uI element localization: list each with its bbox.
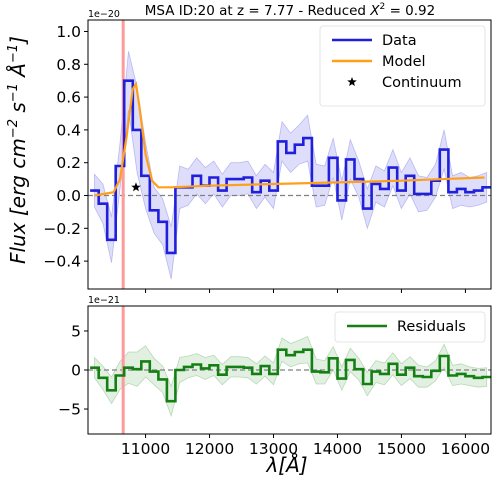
y-tick-label: −5: [58, 401, 81, 419]
y-tick-label: −0.4: [43, 253, 81, 271]
x-tick-label: 14000: [313, 440, 362, 458]
x-tick-label: 13000: [249, 440, 298, 458]
legend-item-residuals: Residuals: [347, 319, 466, 335]
legend-label: Model: [382, 54, 426, 70]
y-tick-label: 0: [71, 362, 81, 380]
plot-area: [88, 306, 491, 434]
y-tick-label: 0.2: [56, 154, 81, 172]
chart-title-sup: 2: [380, 2, 386, 12]
continuum-star-marker: [131, 182, 141, 192]
legend-label: Residuals: [397, 319, 466, 335]
y-tick-label: 0.4: [56, 121, 81, 139]
legend-item-continuum: Continuum: [347, 75, 462, 91]
y-axis-label: Flux [erg cm−2 s−1 Å−1]: [6, 36, 30, 264]
y-tick-label: 0.0: [56, 187, 81, 205]
legend-frame: [334, 311, 486, 343]
bottom-offset-label: 1e−21: [88, 295, 120, 306]
y-tick-label: 0.6: [56, 89, 81, 107]
top-offset-label: 1e−20: [88, 9, 120, 20]
legend: Data Model Continuum: [319, 25, 486, 107]
legend: Residuals: [334, 311, 486, 343]
x-tick-label: 11000: [121, 440, 170, 458]
legend-label: Continuum: [382, 75, 462, 91]
x-axis-label: λ[Å]: [265, 453, 307, 477]
series-model-line: [94, 80, 485, 197]
series-data-line: [90, 79, 491, 255]
error-band-data: [94, 51, 488, 280]
x-tick-label: 16000: [441, 440, 490, 458]
y-tick-label: 1.0: [56, 23, 81, 41]
chart-title-tail: = 0.92: [385, 3, 435, 19]
y-tick-label: 5: [71, 322, 81, 340]
x-tick-label: 15000: [377, 440, 426, 458]
legend-item-model: Model: [332, 54, 426, 70]
y-tick-label: 0.8: [56, 56, 81, 74]
series-residuals-line: [90, 348, 491, 403]
y-tick-label: −0.2: [43, 220, 81, 238]
legend-label: Data: [382, 33, 417, 49]
error-band-residuals: [94, 335, 488, 418]
legend-item-data: Data: [332, 33, 417, 49]
residuals-panel: −5 0 5 11000 12000 13000 14000 15000 16000 Residu…: [58, 305, 492, 458]
flux-panel: −0.4 −0.2 0.0 0.2 0.4 0.6 0.8 1.0 Data Model Conti…: [43, 19, 492, 293]
x-tick-label: 12000: [185, 440, 234, 458]
chart-title: MSA ID:20 at z = 7.77 - Reduced X2 = 0.9…: [145, 2, 435, 19]
chart-title-symbol: X: [369, 3, 380, 19]
legend-frame: [319, 25, 486, 107]
legend-star-icon: [347, 77, 357, 86]
axes-frame: [87, 19, 492, 290]
plot-area: [88, 20, 491, 289]
chart-title-main: MSA ID:20 at z = 7.77 - Reduced: [145, 3, 371, 19]
